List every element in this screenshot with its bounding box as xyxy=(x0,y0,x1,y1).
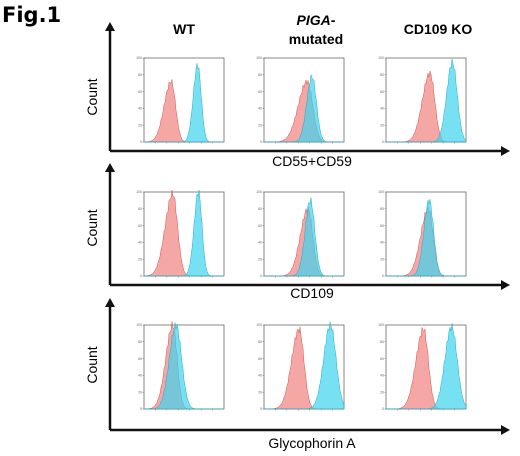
column-header-wt: WT xyxy=(173,21,195,37)
x-axis-label-row3: Glycophorin A xyxy=(268,435,356,451)
y-tick-label: 80 xyxy=(258,340,262,344)
sample-histogram xyxy=(386,58,467,143)
y-tick-label: 40 xyxy=(258,107,262,111)
y-tick-label: 0 xyxy=(260,407,262,411)
column-header-piga: PIGA- xyxy=(297,12,336,28)
y-tick-label: 60 xyxy=(258,357,262,361)
y-tick-label: 0 xyxy=(382,274,384,278)
sample-histogram xyxy=(386,199,466,277)
y-tick-label: 100 xyxy=(256,190,262,194)
y-tick-label: 60 xyxy=(138,224,142,228)
histogram-panel-r3-c1: 100 80 60 40 20 0 xyxy=(136,321,225,411)
column-header-piga-suffix: - xyxy=(331,12,336,28)
y-tick-label: 60 xyxy=(258,224,262,228)
y-tick-label: 20 xyxy=(258,123,262,127)
y-tick-label: 0 xyxy=(382,140,384,144)
histogram-panel-r2-c2: 100 80 60 40 20 0 xyxy=(256,190,345,278)
histogram-panel-r1-c2: 100 80 60 40 20 0 xyxy=(256,56,345,144)
y-tick-label: 0 xyxy=(140,140,142,144)
x-axis-label-row2: CD109 xyxy=(290,285,334,301)
y-tick-label: 0 xyxy=(382,407,384,411)
y-tick-label: 0 xyxy=(140,407,142,411)
y-tick-label: 100 xyxy=(256,323,262,327)
sample-histogram xyxy=(264,321,345,410)
sample-histogram xyxy=(144,322,224,410)
y-tick-label: 60 xyxy=(138,90,142,94)
y-tick-label: 60 xyxy=(138,357,142,361)
y-tick-label: 40 xyxy=(138,107,142,111)
y-tick-label: 80 xyxy=(138,207,142,211)
y-tick-label: 40 xyxy=(380,241,384,245)
y-tick-label: 100 xyxy=(136,56,142,60)
y-tick-label: 100 xyxy=(378,56,384,60)
y-tick-label: 0 xyxy=(140,274,142,278)
y-tick-label: 40 xyxy=(258,241,262,245)
y-axis-arrowhead xyxy=(105,163,115,172)
sample-histogram xyxy=(264,74,344,143)
y-tick-label: 80 xyxy=(258,207,262,211)
y-axis-arrowhead xyxy=(105,298,115,307)
figure-label: Fig.1 xyxy=(2,3,61,27)
panel-frame xyxy=(143,191,225,277)
y-tick-label: 20 xyxy=(380,257,384,261)
y-tick-label: 100 xyxy=(256,56,262,60)
y-tick-label: 80 xyxy=(380,340,384,344)
sample-histogram xyxy=(386,323,467,410)
x-axis-arrowhead xyxy=(501,146,510,156)
y-tick-label: 0 xyxy=(260,140,262,144)
y-axis-arrowhead xyxy=(105,22,115,31)
y-tick-label: 40 xyxy=(258,374,262,378)
y-tick-label: 80 xyxy=(258,73,262,77)
y-tick-label: 40 xyxy=(380,107,384,111)
y-tick-label: 20 xyxy=(258,390,262,394)
y-tick-label: 100 xyxy=(136,323,142,327)
histogram-panel-r3-c2: 100 80 60 40 20 0 xyxy=(256,321,345,411)
histogram-panels: 100 80 60 40 20 0 100 80 60 40 20 0 100 80 60 40 20 0 100 8… xyxy=(136,56,467,411)
y-tick-label: 80 xyxy=(380,207,384,211)
histogram-panel-r1-c1: 100 80 60 40 20 0 xyxy=(136,56,225,144)
y-tick-label: 20 xyxy=(380,123,384,127)
y-tick-label: 80 xyxy=(138,340,142,344)
y-tick-label: 20 xyxy=(138,257,142,261)
y-tick-label: 60 xyxy=(380,90,384,94)
y-tick-label: 40 xyxy=(380,374,384,378)
x-axis-arrowhead xyxy=(501,280,510,290)
y-tick-label: 100 xyxy=(378,323,384,327)
column-header-piga-gene: PIGA xyxy=(297,12,331,28)
x-axis-label-row1: CD55+CD59 xyxy=(272,153,352,169)
sample-histogram xyxy=(144,190,224,277)
sample-histogram xyxy=(144,63,224,143)
y-tick-label: 20 xyxy=(380,390,384,394)
histogram-panel-r2-c1: 100 80 60 40 20 0 xyxy=(136,189,225,278)
panel-frame xyxy=(143,57,225,143)
y-axis-label-row1: Count xyxy=(84,78,100,115)
y-axis-label-row3: Count xyxy=(84,346,100,383)
y-tick-label: 100 xyxy=(136,190,142,194)
axes-group xyxy=(105,22,510,435)
y-tick-label: 0 xyxy=(260,274,262,278)
histogram-panel-r2-c3: 100 80 60 40 20 0 xyxy=(378,190,467,278)
y-tick-label: 40 xyxy=(138,241,142,245)
histogram-panel-r3-c3: 100 80 60 40 20 0 xyxy=(378,323,467,411)
y-tick-label: 60 xyxy=(380,224,384,228)
y-tick-label: 80 xyxy=(380,73,384,77)
column-header-piga-line2: mutated xyxy=(289,31,343,47)
sample-histogram xyxy=(264,197,344,277)
y-tick-label: 40 xyxy=(138,374,142,378)
y-tick-label: 60 xyxy=(258,90,262,94)
y-axis-label-row2: Count xyxy=(84,209,100,246)
x-axis-arrowhead xyxy=(501,425,510,435)
y-tick-label: 60 xyxy=(380,357,384,361)
y-tick-label: 20 xyxy=(138,123,142,127)
y-tick-label: 100 xyxy=(378,190,384,194)
column-header-cd109ko: CD109 KO xyxy=(404,21,473,37)
histogram-panel-r1-c3: 100 80 60 40 20 0 xyxy=(378,56,467,144)
y-tick-label: 80 xyxy=(138,73,142,77)
y-tick-label: 20 xyxy=(138,390,142,394)
y-tick-label: 20 xyxy=(258,257,262,261)
